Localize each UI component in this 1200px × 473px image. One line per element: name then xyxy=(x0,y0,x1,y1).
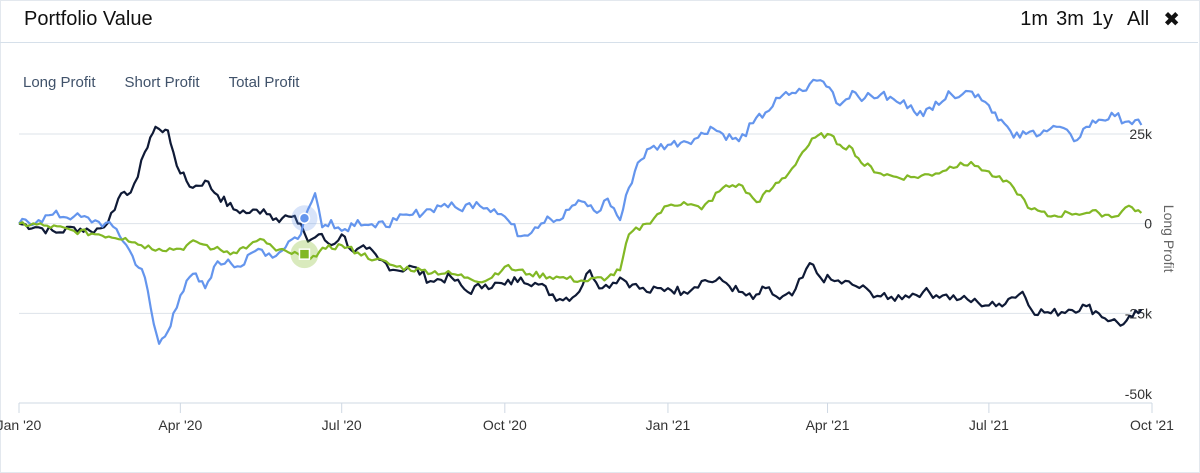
range-3m-button[interactable]: 3m xyxy=(1056,8,1084,30)
x-tick-label: Jul '20 xyxy=(322,417,362,433)
legend-item-long-profit[interactable]: Long Profit xyxy=(23,74,96,91)
legend-item-short-profit[interactable]: Short Profit xyxy=(124,74,200,91)
range-all-button[interactable]: All xyxy=(1127,8,1150,30)
x-tick-label: Jul '21 xyxy=(969,417,1009,433)
range-1y-button[interactable]: 1y xyxy=(1091,8,1113,30)
y-tick-label: 0 xyxy=(1144,216,1152,232)
series-long-profit-line[interactable] xyxy=(18,78,1143,345)
x-tick-label: Oct '21 xyxy=(1130,417,1174,433)
x-tick-label: Jan '20 xyxy=(0,417,42,433)
range-selector: 1m 3m 1y All ✖ xyxy=(1012,8,1180,31)
y-axis-title: Long Profit xyxy=(1161,205,1177,273)
chart-title: Portfolio Value xyxy=(24,8,153,30)
y-tick-label: 25k xyxy=(1129,126,1153,142)
chart-header: Portfolio Value 1m 3m 1y All ✖ xyxy=(0,0,1198,43)
series-total-profit-line[interactable] xyxy=(18,132,1143,284)
series-short-profit-line[interactable] xyxy=(18,125,1143,327)
y-tick-label: -50k xyxy=(1125,386,1153,402)
chart-legend: Long Profit Short Profit Total Profit xyxy=(23,74,328,91)
range-1m-button[interactable]: 1m xyxy=(1020,8,1049,30)
x-tick-label: Jan '21 xyxy=(646,417,691,433)
hover-marker-total-profit[interactable] xyxy=(298,248,311,260)
hover-marker-long-profit[interactable] xyxy=(298,212,311,225)
x-tick-label: Oct '20 xyxy=(483,417,527,433)
close-icon[interactable]: ✖ xyxy=(1163,8,1180,31)
x-tick-label: Apr '21 xyxy=(806,417,850,433)
x-tick-label: Apr '20 xyxy=(158,417,202,433)
legend-item-total-profit[interactable]: Total Profit xyxy=(228,74,300,91)
